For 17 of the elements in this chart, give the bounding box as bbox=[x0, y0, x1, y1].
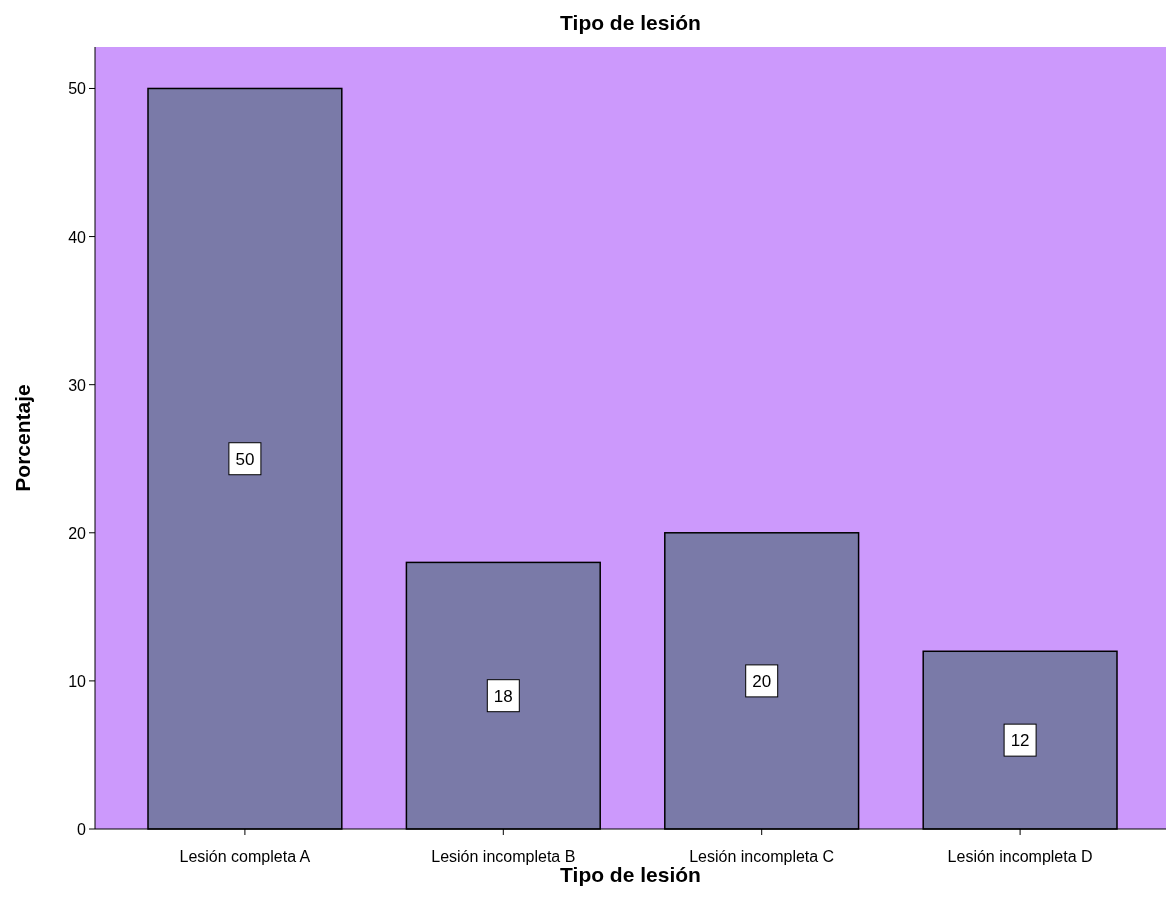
y-tick-label: 20 bbox=[68, 524, 87, 542]
y-tick-label: 30 bbox=[68, 376, 87, 394]
x-tick-label: Lesión incompleta D bbox=[947, 848, 1093, 865]
y-tick-label: 50 bbox=[68, 80, 87, 98]
data-label: 50 bbox=[235, 449, 255, 469]
data-label: 20 bbox=[752, 671, 772, 691]
y-axis-title: Porcentaje bbox=[11, 384, 34, 492]
x-tick-label: Lesión incompleta C bbox=[689, 848, 835, 865]
y-tick-label: 0 bbox=[77, 821, 87, 838]
x-tick-label: Lesión incompleta B bbox=[431, 848, 576, 865]
data-label: 18 bbox=[493, 686, 513, 706]
chart-title: Tipo de lesión bbox=[560, 11, 701, 34]
x-tick-label: Lesión completa A bbox=[179, 848, 311, 865]
data-label: 12 bbox=[1010, 731, 1030, 751]
x-axis-title: Tipo de lesión bbox=[560, 863, 701, 886]
y-tick-label: 10 bbox=[68, 672, 87, 690]
y-tick-label: 40 bbox=[68, 228, 87, 246]
